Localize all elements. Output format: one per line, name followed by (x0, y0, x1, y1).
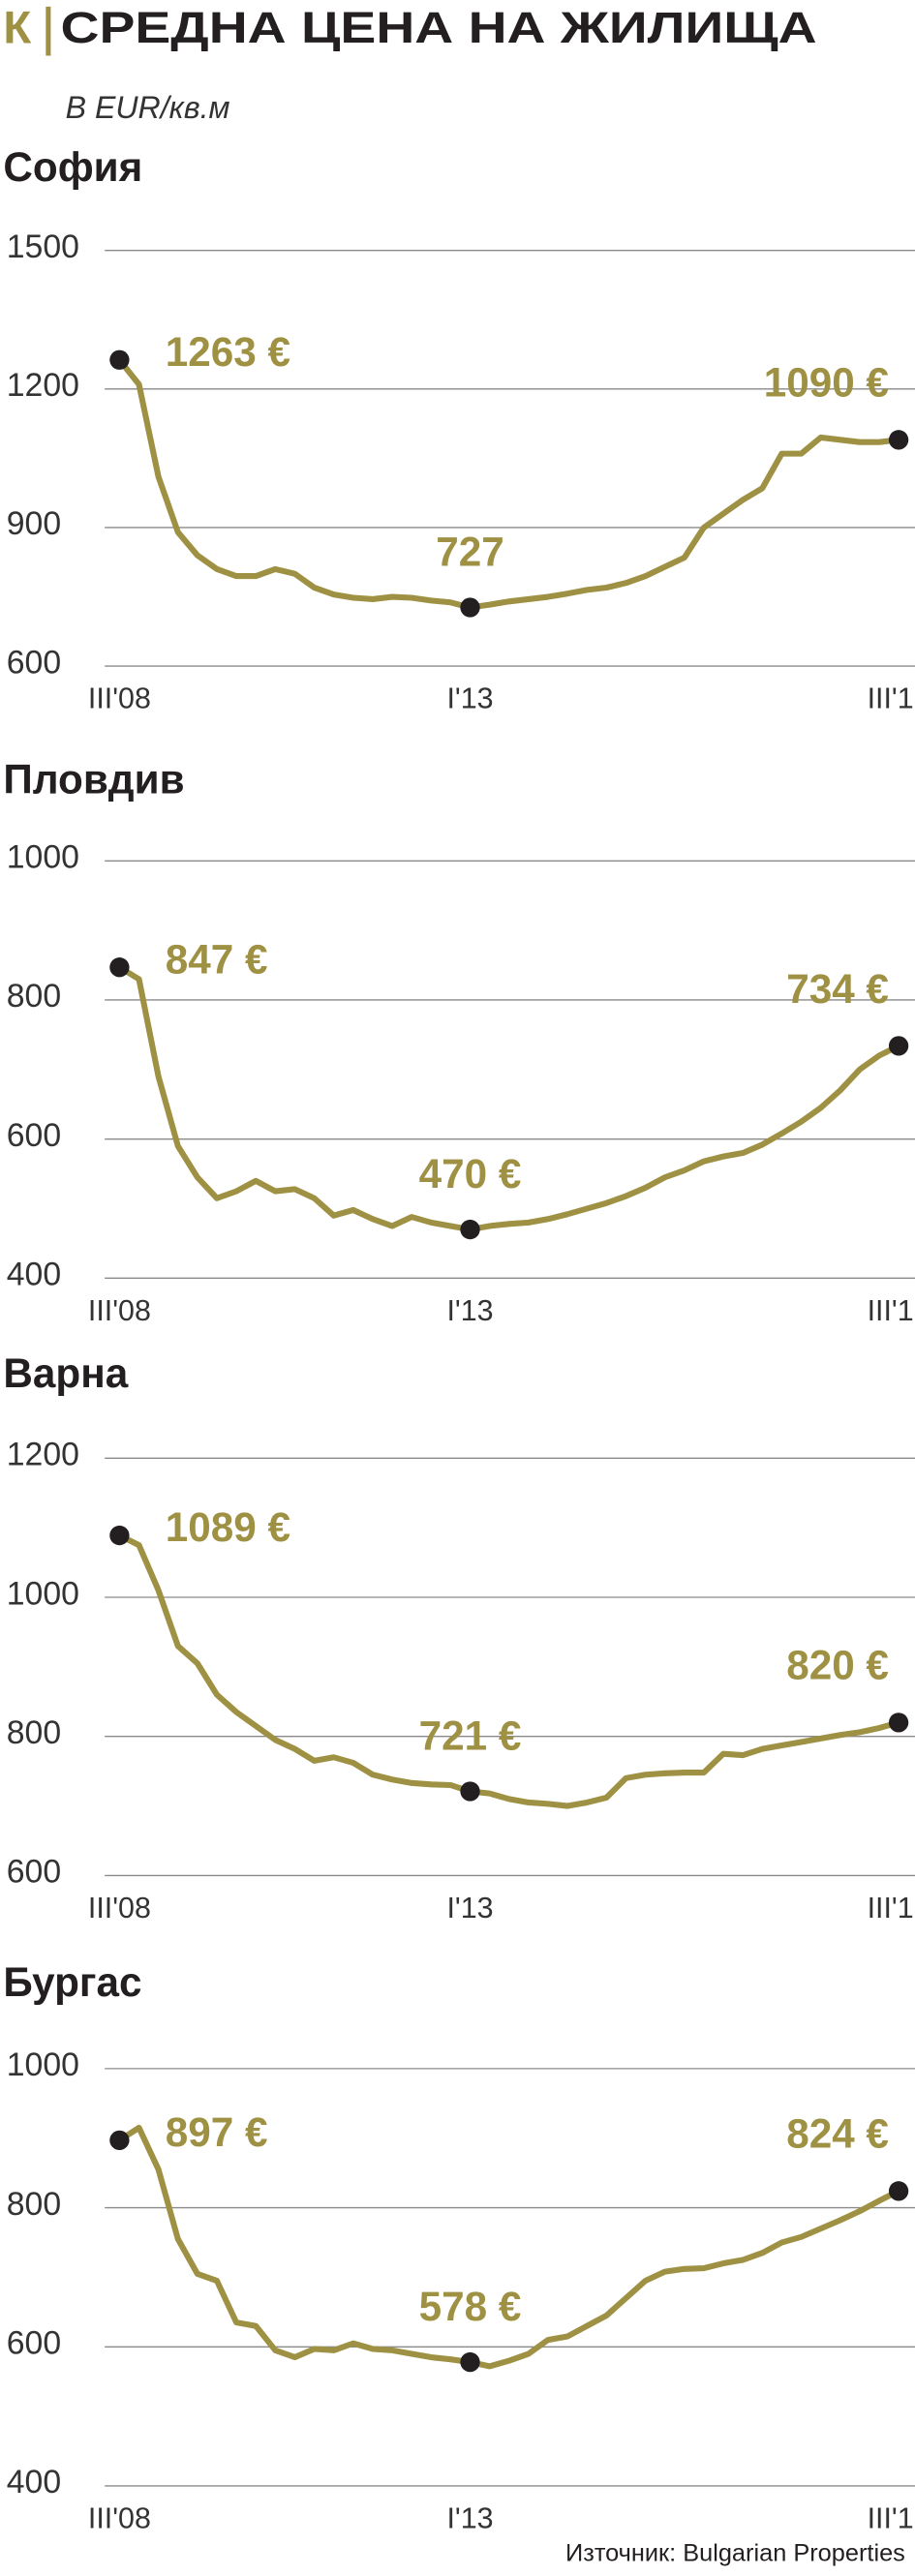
value-label: 847 € (166, 936, 268, 982)
x-tick-label: I'13 (446, 1294, 493, 1327)
x-tick-label: I'13 (446, 2501, 493, 2534)
y-tick-label: 900 (7, 505, 61, 542)
point-marker (460, 1219, 480, 1240)
point-marker (888, 1712, 909, 1733)
x-tick-label: III'08 (88, 682, 151, 715)
y-tick-label: 1200 (7, 367, 79, 404)
panel-title: Пловдив (3, 756, 184, 802)
source: Източник: Bulgarian Properties (565, 2540, 905, 2567)
price-line (117, 357, 900, 611)
y-tick-label: 800 (7, 1714, 61, 1751)
title: СРЕДНА ЦЕНА НА ЖИЛИЩА (61, 3, 817, 52)
y-tick-label: 1000 (7, 839, 79, 876)
point-marker (460, 597, 480, 618)
y-tick-label: 400 (7, 2464, 61, 2500)
y-tick-label: 1200 (7, 1437, 79, 1473)
panel-title: Варна (3, 1350, 128, 1396)
point-marker (109, 1525, 130, 1546)
value-label: 1263 € (166, 329, 290, 375)
x-tick-label: III'08 (88, 2501, 151, 2534)
price-line (117, 964, 900, 1233)
value-label: 470 € (419, 1151, 522, 1197)
point-marker (460, 1781, 480, 1802)
x-tick-label: III'18 (868, 2501, 915, 2534)
value-label: 820 € (786, 1643, 889, 1688)
value-label: 734 € (786, 966, 889, 1012)
value-label: 578 € (419, 2284, 522, 2329)
value-label: 727 (436, 530, 504, 575)
value-label: 1090 € (764, 360, 889, 406)
y-tick-label: 400 (7, 1257, 61, 1293)
point-marker (109, 2130, 130, 2151)
value-label: 824 € (786, 2111, 889, 2157)
subtitle: В EUR/кв.м (66, 90, 230, 125)
panel-title: София (3, 144, 142, 190)
y-tick-label: 600 (7, 2325, 61, 2362)
logo: К (3, 3, 31, 54)
x-tick-label: III'08 (88, 1294, 151, 1327)
x-tick-label: I'13 (446, 1892, 493, 1924)
x-tick-label: III'08 (88, 1892, 151, 1924)
point-marker (109, 349, 130, 370)
y-tick-label: 800 (7, 2186, 61, 2223)
price-line (118, 1532, 900, 1809)
value-label: 721 € (419, 1713, 522, 1759)
y-tick-label: 1500 (7, 228, 79, 265)
x-tick-label: III'18 (868, 682, 915, 715)
y-tick-label: 800 (7, 978, 61, 1015)
x-tick-label: III'18 (868, 1892, 915, 1924)
price-line (117, 2124, 900, 2370)
value-label: 897 € (166, 2109, 268, 2155)
x-tick-label: III'18 (868, 1294, 915, 1327)
y-tick-label: 600 (7, 1854, 61, 1891)
y-tick-label: 600 (7, 1117, 61, 1154)
y-tick-label: 1000 (7, 1575, 79, 1612)
point-marker (109, 957, 130, 978)
value-label: 1089 € (166, 1504, 290, 1550)
x-tick-label: I'13 (446, 682, 493, 715)
y-tick-label: 600 (7, 644, 61, 681)
point-marker (460, 2351, 480, 2373)
logo-separator (46, 6, 51, 56)
point-marker (888, 2181, 909, 2201)
panel-title: Бургас (3, 1959, 141, 2005)
y-tick-label: 1000 (7, 2046, 79, 2083)
point-marker (888, 430, 909, 450)
point-marker (888, 1036, 909, 1056)
